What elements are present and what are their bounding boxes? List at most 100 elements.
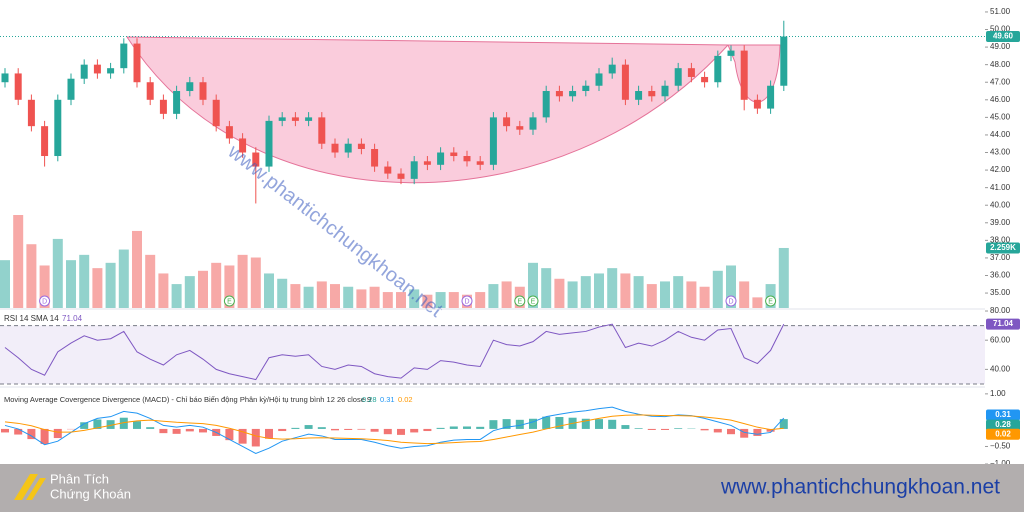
volume-bar [198,271,208,308]
candle-body [582,86,589,91]
macd-hist-bar [674,428,682,429]
volume-bar [739,281,749,308]
volume-bar [647,284,657,308]
macd-hist-bar [740,429,748,438]
volume-bar [79,255,89,308]
y-tick-label: 43.00 [990,148,1011,157]
candle-body [767,86,774,109]
candle-body [688,68,695,77]
candle-body [226,126,233,138]
macd-hist-bar [357,429,365,430]
macd-hist-bar [133,421,141,429]
candle-body [398,174,405,179]
volume-bar [119,250,129,308]
candle-body [332,144,339,153]
candle-body [28,100,35,126]
candle-body [186,82,193,91]
candle-body [200,82,207,100]
candle-body [81,65,88,79]
macd-hist-bar [318,427,326,429]
volume-bar [26,244,36,308]
macd-title: Moving Average Covergence Divergence (MA… [4,395,371,404]
volume-bar [673,276,683,308]
volume-bar [779,248,789,308]
candle-body [94,65,101,74]
macd-hist-bar [186,429,194,431]
candle-body [345,144,352,153]
macd-hist-bar [661,429,669,430]
macd-hist-bar [252,429,260,447]
y-tick-label: 45.00 [990,112,1011,121]
candle-body [622,65,629,100]
candle-body [754,100,761,109]
macd-hist-bar [437,428,445,429]
macd-hist-bar [423,429,431,431]
volume-bar [106,263,116,308]
macd-hist-bar [753,429,761,436]
volume-bar [607,268,617,308]
candle-body [503,117,510,126]
macd-hist-bar [265,429,273,439]
hist-label: 0.28 [995,420,1011,429]
macd-hist-bar [621,425,629,429]
candle-body [477,161,484,165]
y-tick-label: 41.00 [990,183,1011,192]
volume-bar [620,273,630,308]
macd-hist-bar [608,420,616,429]
candle-body [2,73,9,82]
macd-hist-bar [14,429,22,435]
candle-body [569,91,576,96]
macd-hist-bar [463,426,471,428]
macd-hist-bar [173,429,181,434]
y-tick-label: 40.00 [990,364,1011,373]
volume-bar [185,276,195,308]
macd-hist-bar [54,429,62,438]
candle-body [662,86,669,97]
macd-hist-bar [410,429,418,433]
candle-body [530,117,537,129]
signal-value: 0.02 [398,395,413,404]
macd-hist-bar [371,429,379,432]
candle-body [490,117,497,164]
y-tick-label: 47.00 [990,77,1011,86]
macd-hist-value: 0.28 [362,395,377,404]
macd-hist-bar [727,429,735,434]
volume-bar [383,292,393,308]
logo-text: Chứng Khoán [50,486,131,501]
rsi-title: RSI 14 SMA 14 [4,314,59,323]
volume-bar [13,215,23,308]
volume-bar [66,260,76,308]
volume-bar [0,260,10,308]
candle-body [556,91,563,96]
volume-bar [475,292,485,308]
candle-body [675,68,682,86]
price-label: 49.60 [993,32,1014,41]
footer-url: www.phantichchungkhoan.net [720,476,1000,499]
signal-label: 0.02 [995,429,1011,438]
volume-bar [356,289,366,308]
volume-bar [211,263,221,308]
volume-bar [554,279,564,308]
y-tick-label: 1.00 [990,389,1006,398]
macd-hist-bar [344,429,352,430]
candle-body [701,77,708,82]
logo-text: Phân Tích [50,471,109,486]
volume-bar [317,281,327,308]
volume-bar [568,281,578,308]
candle-body [305,117,312,121]
volume-bar [304,287,314,308]
rsi-band [0,326,985,384]
volume-bar [594,273,604,308]
macd-hist-bar [278,429,286,431]
candle-body [358,144,365,149]
macd-hist-bar [450,426,458,428]
footer: Phân Tích Chứng Khoán www.phantichchungk… [0,464,1024,512]
volume-bar [752,297,762,308]
macd-hist-bar [199,429,207,433]
candle-body [384,167,391,174]
candle-body [437,153,444,165]
y-tick-label: 40.00 [990,200,1011,209]
candle-body [120,44,127,69]
candle-body [173,91,180,114]
macd-hist-bar [305,425,313,429]
